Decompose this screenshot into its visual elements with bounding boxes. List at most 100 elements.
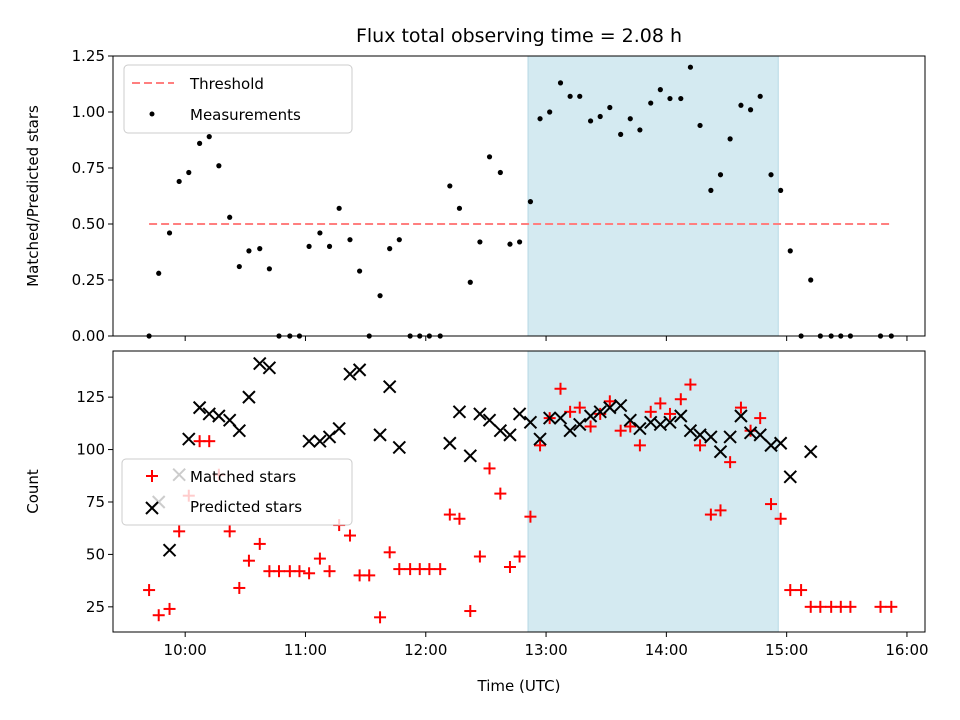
matched-point — [814, 600, 827, 613]
matched-point — [152, 609, 165, 622]
measurement-point — [156, 270, 162, 276]
matched-point — [143, 584, 156, 597]
predicted-point — [182, 432, 196, 446]
predicted-point — [332, 421, 346, 436]
measurement-point — [186, 169, 192, 176]
measurement-point — [227, 214, 233, 220]
measurement-point — [377, 293, 383, 299]
count-marks — [143, 356, 898, 624]
observing-window-span — [527, 55, 779, 337]
measurement-point — [637, 127, 643, 133]
matched-point — [754, 412, 767, 425]
predicted-point — [723, 430, 737, 444]
measurement-point — [587, 118, 594, 124]
matched-point — [784, 584, 797, 597]
measurement-point — [206, 134, 212, 140]
predicted-point — [482, 413, 497, 427]
predicted-point — [613, 398, 628, 413]
ratio-axes-frame — [112, 55, 926, 337]
measurement-point — [757, 93, 763, 99]
x-tick-label: 13:00 — [524, 641, 567, 659]
count-legend: Matched stars Predicted stars — [121, 458, 353, 526]
measurement-point — [747, 107, 754, 113]
measurement-point — [687, 64, 694, 70]
matched-point — [534, 439, 547, 452]
predicted-point — [633, 421, 647, 436]
matched-point — [774, 512, 787, 525]
count-axes-frame — [112, 350, 926, 633]
predicted-point — [222, 413, 237, 427]
predicted-point — [542, 411, 557, 425]
predicted-point — [382, 379, 397, 394]
ratio-legend: Threshold Measurements — [123, 64, 353, 134]
measurement-point — [557, 80, 564, 86]
x-tick-label: 16:00 — [885, 641, 928, 659]
predicted-point — [693, 428, 707, 442]
measurement-point — [577, 93, 583, 99]
predicted-point — [583, 409, 598, 423]
legend-predicted-swatch — [145, 501, 159, 515]
observing-window-span — [527, 350, 779, 633]
measurement-point — [216, 163, 222, 169]
measurement-point — [306, 243, 312, 249]
matched-point — [273, 565, 286, 578]
measurement-point — [607, 104, 613, 111]
matched-point — [603, 395, 616, 408]
measurement-point — [266, 266, 272, 272]
legend-threshold-label: Threshold — [189, 75, 264, 93]
matched-point — [434, 563, 447, 576]
matched-point — [704, 508, 717, 521]
measurement-point — [486, 154, 493, 160]
measurement-point — [657, 87, 663, 93]
measurement-point — [627, 116, 633, 122]
matched-point — [644, 405, 657, 418]
matched-point — [674, 393, 687, 406]
legend-predicted-label: Predicted stars — [190, 498, 302, 516]
predicted-point — [463, 449, 477, 463]
matched-point — [524, 510, 537, 523]
measurement-point — [347, 237, 353, 243]
matched-point — [393, 563, 406, 576]
matched-point — [464, 605, 477, 618]
predicted-point — [734, 409, 748, 423]
measurement-point — [787, 248, 793, 254]
matched-point — [453, 512, 466, 525]
matched-point — [293, 565, 306, 578]
ratio-y-axis-label: Matched/Predicted stars — [24, 105, 42, 287]
y-tick-label: 125 — [76, 388, 105, 406]
predicted-point — [593, 405, 607, 419]
measurement-point — [447, 183, 453, 189]
measurement-point — [326, 243, 333, 249]
matched-point — [423, 563, 436, 576]
matched-point — [734, 401, 747, 414]
matched-point — [844, 600, 857, 613]
measurement-point — [176, 178, 182, 185]
matched-point — [624, 420, 637, 433]
predicted-point — [162, 543, 177, 557]
measurement-point — [396, 237, 402, 243]
predicted-point — [452, 405, 467, 419]
measurement-point — [456, 205, 463, 211]
matched-point — [765, 498, 778, 511]
predicted-point — [242, 390, 256, 404]
matched-point — [724, 456, 737, 469]
predicted-point — [352, 363, 367, 377]
measurement-point — [527, 199, 534, 205]
ratio-legend-box — [123, 64, 353, 134]
matched-point — [584, 420, 597, 433]
matched-point — [242, 554, 255, 567]
measurement-point — [597, 113, 603, 120]
x-tick-label: 14:00 — [645, 641, 688, 659]
matched-point — [383, 546, 396, 559]
legend-measurements-label: Measurements — [190, 106, 301, 124]
count-y-axis-label: Count — [24, 469, 42, 514]
chart-title: Flux total observing time = 2.08 h — [356, 25, 682, 47]
x-tick-label: 15:00 — [765, 641, 808, 659]
measurement-point — [808, 277, 814, 283]
predicted-point — [773, 436, 788, 450]
predicted-point — [392, 440, 407, 455]
predicted-point — [512, 407, 527, 421]
y-tick-label: 100 — [76, 441, 105, 459]
matched-point — [554, 382, 567, 395]
measurement-point — [708, 187, 714, 193]
